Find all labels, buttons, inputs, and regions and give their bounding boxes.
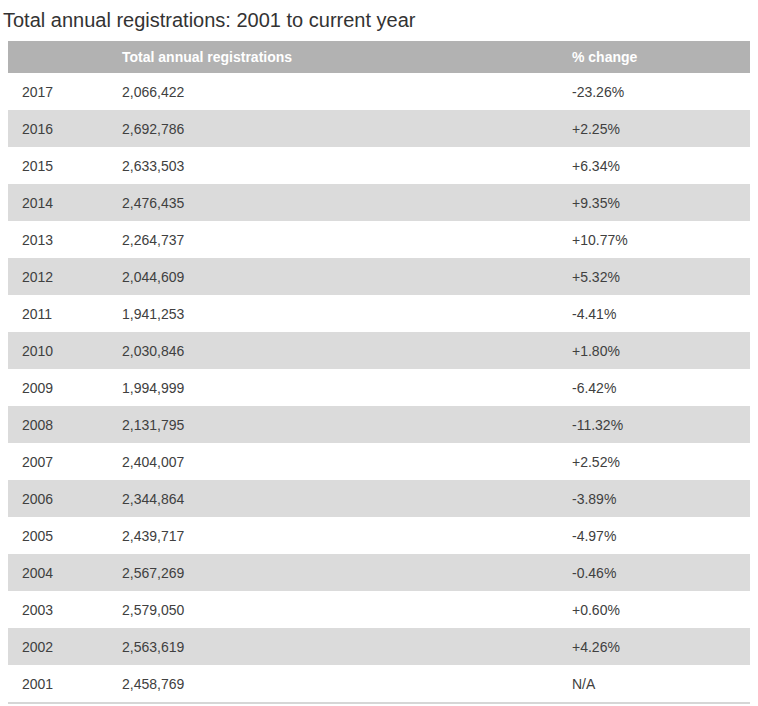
registrations-table: Total annual registrations % change 2017… (8, 41, 750, 704)
table-row: 20132,264,737+10.77% (8, 221, 750, 258)
cell-year: 2001 (8, 665, 108, 703)
cell-year: 2016 (8, 110, 108, 147)
cell-pct-change: -0.46% (558, 554, 750, 591)
cell-registrations: 2,404,007 (108, 443, 558, 480)
cell-year: 2007 (8, 443, 108, 480)
cell-year: 2011 (8, 295, 108, 332)
header-year (8, 41, 108, 73)
cell-registrations: 2,458,769 (108, 665, 558, 703)
table-row: 20082,131,795-11.32% (8, 406, 750, 443)
table-row: 20032,579,050+0.60% (8, 591, 750, 628)
cell-year: 2002 (8, 628, 108, 665)
cell-pct-change: +4.26% (558, 628, 750, 665)
cell-pct-change: -23.26% (558, 73, 750, 110)
table-row: 20072,404,007+2.52% (8, 443, 750, 480)
table-row: 20102,030,846+1.80% (8, 332, 750, 369)
cell-year: 2003 (8, 591, 108, 628)
table-row: 20162,692,786+2.25% (8, 110, 750, 147)
cell-registrations: 2,044,609 (108, 258, 558, 295)
table-row: 20042,567,269-0.46% (8, 554, 750, 591)
cell-registrations: 1,941,253 (108, 295, 558, 332)
cell-pct-change: -4.41% (558, 295, 750, 332)
cell-pct-change: +2.25% (558, 110, 750, 147)
cell-registrations: 2,344,864 (108, 480, 558, 517)
table-header-row: Total annual registrations % change (8, 41, 750, 73)
cell-year: 2015 (8, 147, 108, 184)
page: Total annual registrations: 2001 to curr… (0, 0, 758, 706)
header-total-annual-registrations: Total annual registrations (108, 41, 558, 73)
cell-registrations: 2,264,737 (108, 221, 558, 258)
cell-pct-change: +9.35% (558, 184, 750, 221)
cell-registrations: 1,994,999 (108, 369, 558, 406)
cell-registrations: 2,476,435 (108, 184, 558, 221)
cell-pct-change: -11.32% (558, 406, 750, 443)
table-row: 20111,941,253-4.41% (8, 295, 750, 332)
table-row: 20142,476,435+9.35% (8, 184, 750, 221)
cell-pct-change: N/A (558, 665, 750, 703)
table-row: 20052,439,717-4.97% (8, 517, 750, 554)
cell-pct-change: +6.34% (558, 147, 750, 184)
cell-registrations: 2,692,786 (108, 110, 558, 147)
cell-registrations: 2,066,422 (108, 73, 558, 110)
cell-registrations: 2,030,846 (108, 332, 558, 369)
header-pct-change: % change (558, 41, 750, 73)
table-row: 20091,994,999-6.42% (8, 369, 750, 406)
cell-year: 2005 (8, 517, 108, 554)
cell-year: 2009 (8, 369, 108, 406)
cell-year: 2008 (8, 406, 108, 443)
cell-registrations: 2,439,717 (108, 517, 558, 554)
cell-pct-change: -3.89% (558, 480, 750, 517)
cell-year: 2014 (8, 184, 108, 221)
cell-year: 2012 (8, 258, 108, 295)
cell-pct-change: +1.80% (558, 332, 750, 369)
table-row: 20062,344,864-3.89% (8, 480, 750, 517)
cell-year: 2010 (8, 332, 108, 369)
cell-pct-change: +2.52% (558, 443, 750, 480)
cell-year: 2004 (8, 554, 108, 591)
cell-registrations: 2,567,269 (108, 554, 558, 591)
cell-year: 2006 (8, 480, 108, 517)
cell-registrations: 2,131,795 (108, 406, 558, 443)
table-row: 20022,563,619+4.26% (8, 628, 750, 665)
table-row: 20122,044,609+5.32% (8, 258, 750, 295)
table-row: 20152,633,503+6.34% (8, 147, 750, 184)
table-row: 20172,066,422-23.26% (8, 73, 750, 110)
page-title: Total annual registrations: 2001 to curr… (0, 0, 758, 33)
cell-pct-change: +0.60% (558, 591, 750, 628)
cell-pct-change: +10.77% (558, 221, 750, 258)
cell-registrations: 2,563,619 (108, 628, 558, 665)
cell-registrations: 2,633,503 (108, 147, 558, 184)
cell-pct-change: +5.32% (558, 258, 750, 295)
cell-year: 2013 (8, 221, 108, 258)
cell-pct-change: -6.42% (558, 369, 750, 406)
table-body: 20172,066,422-23.26%20162,692,786+2.25%2… (8, 73, 750, 703)
cell-year: 2017 (8, 73, 108, 110)
cell-pct-change: -4.97% (558, 517, 750, 554)
cell-registrations: 2,579,050 (108, 591, 558, 628)
table-row: 20012,458,769N/A (8, 665, 750, 703)
